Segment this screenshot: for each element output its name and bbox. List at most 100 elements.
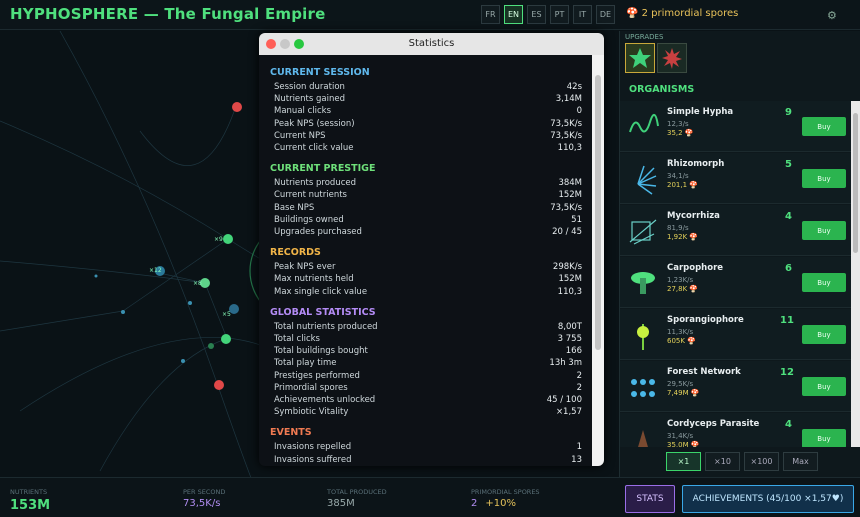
- icon: [631, 272, 655, 294]
- footer: NUTRIENTS 153M PER SECOND 73,5K/s TOTAL PROD…: [0, 477, 860, 517]
- stat-value: 51: [571, 214, 582, 225]
- stat-label: Primordial spores: [274, 382, 348, 393]
- organism-rate: 29,5K/s: [667, 380, 694, 388]
- window-titlebar: Statistics: [259, 33, 604, 55]
- stat-value: 3,14M: [555, 94, 582, 105]
- footer-stat: PRIMORDIAL SPORES 2 +10%: [471, 488, 540, 509]
- node-label: ×9: [214, 236, 223, 243]
- stat-value: 13h 3m: [549, 358, 582, 369]
- stat-label: NUTRIENTS: [10, 488, 48, 496]
- node-label: ×8: [193, 280, 202, 287]
- stat-row: Invasions repelled 1: [270, 441, 582, 453]
- stat-row: Primordial spores 2: [270, 382, 582, 394]
- buy-button[interactable]: Buy: [802, 429, 846, 447]
- close-button[interactable]: [266, 39, 276, 49]
- stat-value: 385M: [327, 498, 387, 509]
- upgrades-title: UPGRADES: [625, 33, 664, 41]
- cost-icon: 🍄: [688, 389, 700, 397]
- cost-value: 7,49M: [667, 389, 689, 397]
- organism-count: 4: [785, 419, 792, 430]
- stat-value: 73,5K/s: [550, 130, 582, 141]
- language-button[interactable]: DE: [596, 5, 615, 24]
- stat-value: 166: [565, 346, 582, 357]
- header: HYPHOSPHERE — The Fungal Empire FR EN ES PT…: [0, 0, 860, 30]
- language-button[interactable]: IT: [573, 5, 592, 24]
- language-button[interactable]: FR: [481, 5, 500, 24]
- organism-rate: 12,3/s: [667, 120, 689, 128]
- stat-value: 152M: [558, 190, 582, 201]
- stat-value: 73,5K/s: [183, 498, 225, 509]
- minimize-button[interactable]: [280, 39, 290, 49]
- multiplier-button[interactable]: ×10: [705, 452, 740, 471]
- multiplier-button[interactable]: ×1: [666, 452, 701, 471]
- stat-label: Total play time: [274, 358, 337, 369]
- stat-value: 153M: [10, 498, 50, 513]
- stat-label: Base NPS: [274, 202, 315, 213]
- buy-button[interactable]: Buy: [802, 325, 846, 344]
- multiplier-button[interactable]: ×100: [744, 452, 779, 471]
- mycelium-map[interactable]: ×9 ×12 ×8 ×5: [0, 30, 619, 514]
- language-button[interactable]: ES: [527, 5, 546, 24]
- stat-label: TOTAL PRODUCED: [327, 488, 387, 496]
- stats-body: CURRENT SESSION Session duration 42s Nutrie…: [259, 55, 592, 466]
- stat-row: Total clicks 3 755: [270, 333, 582, 345]
- zoom-button[interactable]: [294, 39, 304, 49]
- value: 73,5K/s: [183, 498, 221, 509]
- organism-list: Simple Hypha 12,3/s 35,2 🍄 9 Buy Rhizomorph 34…: [620, 101, 851, 447]
- achievements-button[interactable]: ACHIEVEMENTS (45/100 ×1,57♥): [682, 485, 854, 513]
- stat-label: Nutrients gained: [274, 94, 345, 105]
- organism-cost: 1,92K 🍄: [667, 233, 698, 241]
- organism-icon: [626, 422, 660, 447]
- organism-name: Cordyceps Parasite: [667, 419, 760, 429]
- stat-label: Manual clicks: [274, 106, 332, 117]
- stat-value: 2: [576, 382, 582, 393]
- settings-button[interactable]: ⚙: [827, 9, 837, 22]
- upgrade-icon[interactable]: [657, 43, 687, 73]
- organism-rate: 34,1/s: [667, 172, 689, 180]
- stat-label: Current click value: [274, 143, 354, 154]
- stat-row: Current nutrients 152M: [270, 189, 582, 201]
- stats-button[interactable]: STATS: [625, 485, 675, 513]
- footer-stat: TOTAL PRODUCED 385M: [327, 488, 387, 509]
- buy-button[interactable]: Buy: [802, 117, 846, 136]
- stat-row: Current click value 110,3: [270, 142, 582, 154]
- language-button[interactable]: EN: [504, 5, 523, 24]
- window-title: Statistics: [408, 38, 455, 49]
- stat-value: 298K/s: [552, 262, 582, 273]
- buy-button[interactable]: Buy: [802, 377, 846, 396]
- scrollbar[interactable]: [592, 55, 604, 466]
- statistics-window: Statistics CURRENT SESSION Session durati…: [259, 33, 604, 466]
- icon: [629, 219, 657, 245]
- organism-name: Carpophore: [667, 263, 724, 273]
- bonus: +10%: [485, 498, 516, 509]
- stat-row: Nutrients gained 3,14M: [270, 93, 582, 105]
- multiplier-button[interactable]: Max: [783, 452, 818, 471]
- upgrade-icon[interactable]: [625, 43, 655, 73]
- stat-label: Current nutrients: [274, 190, 347, 201]
- organism-name: Simple Hypha: [667, 107, 734, 117]
- organism-row: Mycorrhiza 81,9/s 1,92K 🍄 4 Buy: [620, 205, 851, 256]
- stat-value: 45 / 100: [546, 395, 582, 406]
- stat-row: Peak NPS (session) 73,5K/s: [270, 118, 582, 130]
- stat-row: Manual clicks 0: [270, 105, 582, 117]
- footer-stat: PER SECOND 73,5K/s: [183, 488, 225, 509]
- organism-count: 4: [785, 211, 792, 222]
- value: 153M: [10, 498, 51, 513]
- organism-count: 12: [780, 367, 794, 378]
- buy-button[interactable]: Buy: [802, 169, 846, 188]
- organism-count: 5: [785, 159, 792, 170]
- stat-label: Upgrades purchased: [274, 227, 362, 238]
- organism-name: Rhizomorph: [667, 159, 725, 169]
- organism-cost: 35,0M 🍄: [667, 441, 700, 447]
- scrollbar[interactable]: [851, 101, 860, 447]
- stat-row: Total nutrients produced 8,00T: [270, 321, 582, 333]
- buy-button[interactable]: Buy: [802, 221, 846, 240]
- buy-button[interactable]: Buy: [802, 273, 846, 292]
- stat-value: 110,3: [557, 286, 582, 297]
- organism-row: Rhizomorph 34,1/s 201,1 🍄 5 Buy: [620, 153, 851, 204]
- stat-row: Max nutrients held 152M: [270, 273, 582, 285]
- stat-label: PRIMORDIAL SPORES: [471, 488, 540, 496]
- cost-value: 201,1: [667, 181, 688, 189]
- language-button[interactable]: PT: [550, 5, 569, 24]
- cost-value: 35,2: [667, 129, 683, 137]
